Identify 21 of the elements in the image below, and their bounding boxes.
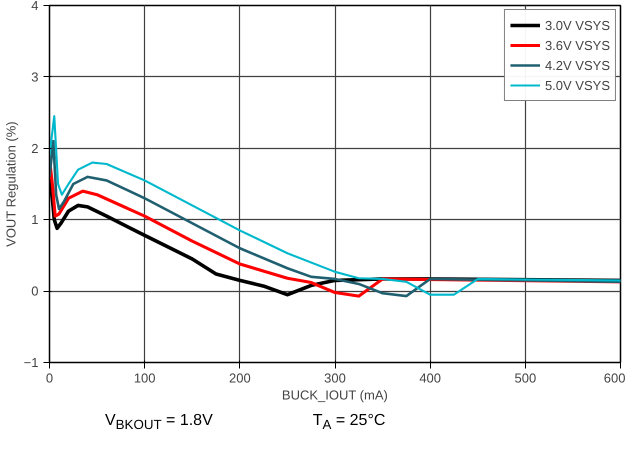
x-tick-label: 200 — [228, 370, 251, 386]
x-axis-title: BUCK_IOUT (mA) — [282, 388, 388, 402]
text: T$_{A}$ = 25°C — [312, 412, 386, 432]
x-tick-label: 0 — [46, 370, 54, 386]
y-tick-label: −1 — [24, 355, 39, 370]
y-tick-label: 3 — [31, 69, 39, 84]
x-tick-label: 300 — [324, 370, 346, 386]
legend-label: 5.0V VSYS — [544, 78, 610, 92]
y-tick-label: 1 — [31, 212, 39, 228]
text: V$_{BKOUT}$ = 1.8V — [105, 412, 213, 432]
legend-label: 3.0V VSYS — [544, 18, 610, 32]
y-tick-label: 0 — [31, 284, 39, 299]
x-tick-label: 600 — [604, 370, 626, 386]
y-tick-label: 2 — [31, 140, 39, 156]
y-tick-label: 4 — [31, 0, 39, 13]
x-tick-label: 500 — [514, 370, 536, 386]
legend-label: 3.6V VSYS — [544, 38, 610, 52]
x-tick-label: 400 — [419, 370, 442, 386]
y-axis-title: VOUT Regulation (%) — [4, 121, 19, 247]
legend-label: 4.2V VSYS — [544, 58, 610, 72]
x-tick-label: 100 — [134, 370, 156, 386]
